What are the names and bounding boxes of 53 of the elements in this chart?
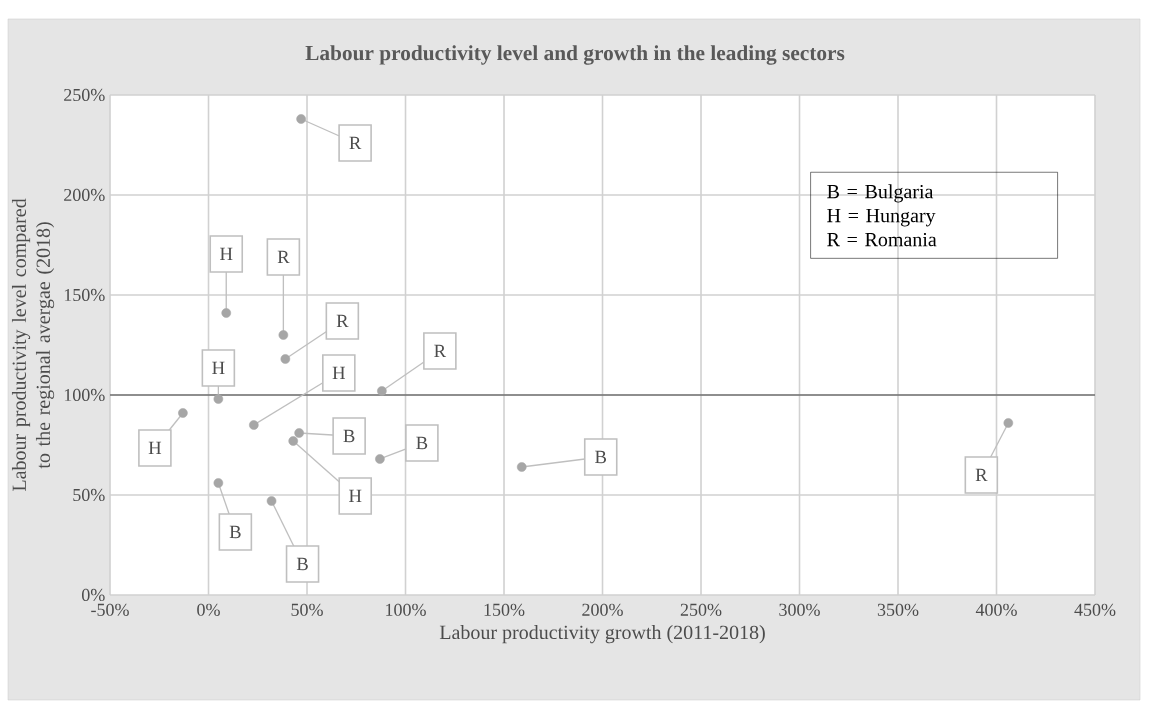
data-label: H bbox=[349, 489, 362, 503]
y-tick-label: 100% bbox=[64, 388, 105, 402]
data-label: R bbox=[434, 344, 447, 358]
x-tick-label: 350% bbox=[877, 603, 919, 616]
annotation: B = Bulgaria bbox=[827, 184, 934, 203]
x-tick-label: 100% bbox=[386, 603, 426, 616]
point bbox=[278, 330, 289, 340]
annotation: R = Romania bbox=[827, 232, 937, 247]
x-tick-label: 400% bbox=[975, 603, 1017, 616]
point bbox=[213, 478, 224, 488]
data-label: H bbox=[212, 361, 225, 375]
data-label: H bbox=[332, 366, 346, 380]
x-tick-label: 50% bbox=[291, 603, 323, 616]
y-axis-title: Labour productivity level compared to the regional avergae (2018) bbox=[11, 198, 55, 492]
point bbox=[516, 462, 527, 472]
x-tick-label: 250% bbox=[680, 603, 722, 616]
data-label: R bbox=[975, 468, 988, 482]
y-tick-label: 150% bbox=[64, 288, 105, 302]
y-tick-label: 200% bbox=[64, 188, 105, 202]
point bbox=[375, 454, 385, 464]
data-label: R bbox=[336, 314, 349, 328]
point bbox=[294, 428, 304, 438]
data-label: R bbox=[349, 136, 362, 150]
x-tick-label: 300% bbox=[779, 603, 820, 616]
data-label: B bbox=[595, 450, 607, 464]
point bbox=[1003, 418, 1014, 428]
x-tick-label: 0% bbox=[197, 603, 220, 616]
data-label: H bbox=[220, 247, 233, 261]
y-tick-label: 0% bbox=[82, 588, 105, 602]
x-tick-label: 200% bbox=[582, 603, 623, 616]
point bbox=[213, 394, 224, 404]
point bbox=[280, 354, 291, 364]
annotation: H = Hungary bbox=[827, 209, 936, 227]
data-label: R bbox=[277, 250, 290, 264]
data-label: B bbox=[416, 436, 428, 450]
data-label: B bbox=[229, 525, 241, 539]
chart-title: Labour productivity level and growth in the leading sectors bbox=[305, 45, 845, 65]
y-tick-label: 250% bbox=[64, 88, 105, 102]
point bbox=[178, 408, 188, 418]
point bbox=[266, 496, 277, 506]
point bbox=[221, 308, 232, 318]
point bbox=[288, 436, 299, 446]
x-axis-title: Labour productivity growth (2011-2018) bbox=[439, 625, 765, 644]
y-tick-label: 50% bbox=[73, 488, 105, 502]
point bbox=[249, 420, 259, 430]
x-tick-label: 150% bbox=[484, 603, 525, 616]
data-label: B bbox=[343, 429, 355, 443]
data-label: B bbox=[296, 557, 308, 571]
point bbox=[377, 386, 387, 396]
x-tick-label: 450% bbox=[1074, 603, 1116, 616]
x-tick-label: -50% bbox=[91, 603, 129, 616]
point bbox=[296, 114, 306, 124]
data-label: H bbox=[148, 441, 162, 455]
